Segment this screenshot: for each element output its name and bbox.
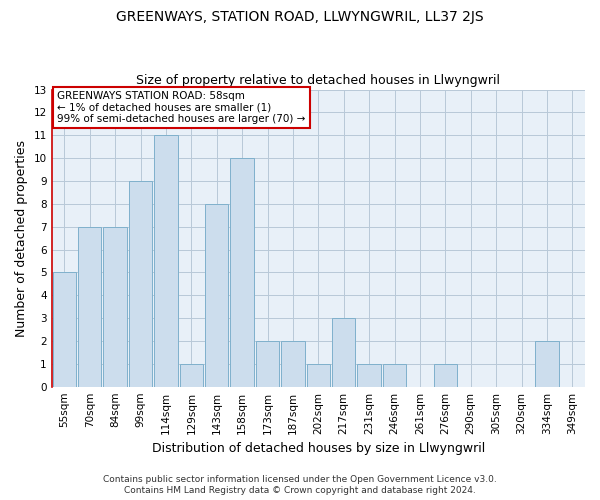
Bar [179,364,203,386]
Bar [53,272,76,386]
Title: Size of property relative to detached houses in Llwyngwril: Size of property relative to detached ho… [136,74,500,87]
Bar [154,136,178,386]
Text: Contains public sector information licensed under the Open Government Licence v3: Contains public sector information licen… [103,474,497,484]
Bar [332,318,355,386]
Bar [129,181,152,386]
Bar [256,341,279,386]
Bar [535,341,559,386]
Bar [205,204,229,386]
X-axis label: Distribution of detached houses by size in Llwyngwril: Distribution of detached houses by size … [152,442,485,455]
Y-axis label: Number of detached properties: Number of detached properties [15,140,28,336]
Text: GREENWAYS, STATION ROAD, LLWYNGWRIL, LL37 2JS: GREENWAYS, STATION ROAD, LLWYNGWRIL, LL3… [116,10,484,24]
Bar [78,226,101,386]
Bar [307,364,330,386]
Bar [230,158,254,386]
Bar [281,341,305,386]
Text: GREENWAYS STATION ROAD: 58sqm
← 1% of detached houses are smaller (1)
99% of sem: GREENWAYS STATION ROAD: 58sqm ← 1% of de… [57,91,305,124]
Bar [103,226,127,386]
Text: Contains HM Land Registry data © Crown copyright and database right 2024.: Contains HM Land Registry data © Crown c… [124,486,476,495]
Bar [358,364,381,386]
Bar [434,364,457,386]
Bar [383,364,406,386]
